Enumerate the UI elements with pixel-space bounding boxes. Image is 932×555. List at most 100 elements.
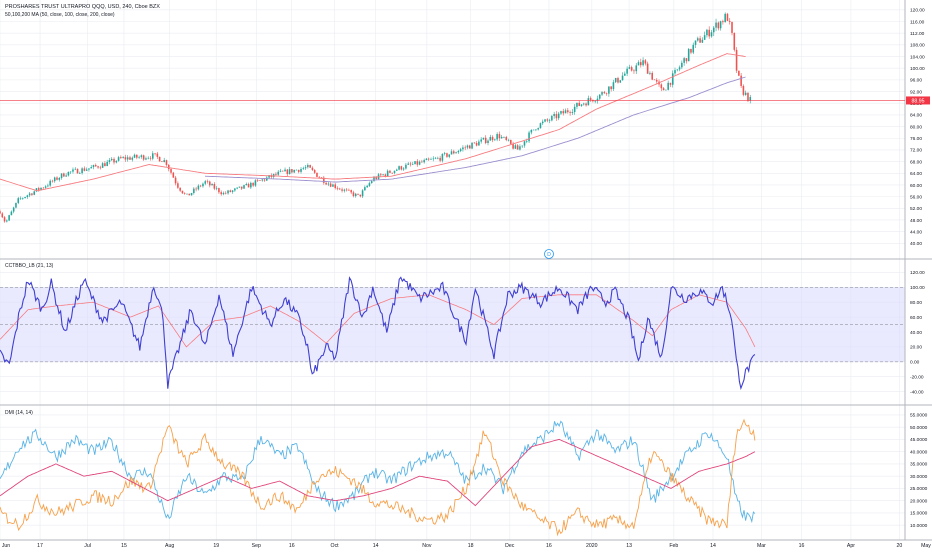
candle-body [350, 190, 352, 193]
candle-body [343, 189, 346, 191]
candle-body [596, 98, 599, 101]
candle-body [313, 169, 316, 173]
y-tick-label: 52.00 [910, 206, 922, 212]
y-tick-label: 92.00 [910, 89, 922, 95]
x-tick-label: Jul [84, 543, 91, 549]
cctbo-legend: CCTBBO_LB (21, 13) [5, 263, 54, 269]
candle-body [19, 198, 22, 199]
candle-body [88, 168, 90, 170]
y-tick-label: 30.0000 [910, 474, 928, 480]
x-tick-label: Jun [2, 543, 10, 549]
candle-body [268, 175, 270, 178]
y-tick-label: 20.00 [910, 345, 922, 351]
candle-body [51, 180, 54, 182]
candle-body [642, 60, 644, 66]
candle-body [35, 188, 38, 192]
cctbo-band [0, 287, 905, 363]
candle-body [247, 183, 250, 188]
candle-body [183, 193, 186, 194]
candle-body [514, 145, 517, 149]
candle-body [589, 98, 592, 100]
candle-body [690, 48, 692, 53]
candle-body [304, 167, 307, 169]
candle-body [712, 27, 715, 33]
candle-body [12, 207, 15, 212]
candle-body [395, 169, 398, 171]
candle-body [124, 157, 127, 160]
candle-body [72, 169, 74, 172]
y-tick-label: 104.00 [910, 54, 925, 60]
candle-body [101, 163, 104, 168]
candle-body [635, 65, 638, 72]
x-tick-label: 16 [546, 543, 552, 549]
candle-body [459, 149, 462, 152]
candle-body [450, 151, 453, 155]
candle-body [63, 173, 65, 177]
candle-body [24, 197, 26, 198]
candle-body [480, 139, 482, 142]
candle-body [423, 160, 425, 163]
y-tick-label: 116.00 [910, 19, 925, 25]
candle-body [108, 160, 111, 162]
candle-body [81, 168, 83, 174]
candle-body [165, 160, 168, 165]
candle-body [733, 32, 736, 50]
candle-body [443, 153, 446, 154]
candle-body [430, 159, 432, 160]
candle-body [407, 163, 409, 165]
candle-body [735, 49, 738, 71]
y-tick-label: 44.00 [910, 229, 922, 235]
candle-body [120, 157, 122, 159]
ma-legend: 50,100,200 MA (50, close, 100, close, 20… [5, 12, 115, 18]
candle-body [323, 177, 325, 183]
candle-body [676, 69, 679, 71]
y-tick-label: -40.00 [910, 389, 924, 395]
candle-body [366, 185, 368, 188]
candle-body [28, 193, 31, 196]
candle-body [147, 157, 150, 159]
candle-body [136, 154, 138, 158]
candle-body [453, 151, 455, 154]
x-tick-label: Aug [165, 543, 174, 549]
candle-body [573, 106, 576, 112]
candle-body [172, 172, 175, 178]
candle-body [97, 166, 99, 168]
candle-body [708, 29, 711, 37]
ma50-line [0, 53, 746, 192]
candle-body [348, 189, 350, 191]
x-tick-label: 16 [289, 543, 295, 549]
y-tick-label: 60.00 [910, 183, 922, 189]
candle-body [238, 186, 241, 188]
candle-body [83, 168, 86, 171]
cctbo-line [0, 276, 756, 391]
candle-body [224, 192, 227, 194]
x-tick-label: May [921, 543, 931, 549]
candle-body [316, 172, 318, 177]
candle-body [523, 141, 526, 146]
candle-body [692, 44, 695, 53]
candle-body [560, 111, 562, 114]
candle-body [44, 186, 47, 188]
candle-body [393, 170, 396, 173]
candle-body [279, 170, 282, 172]
candle-body [400, 166, 403, 170]
candle-body [605, 93, 608, 94]
x-tick-label: Nov [422, 543, 432, 549]
y-tick-label: 50.0000 [910, 425, 928, 431]
candle-body [133, 154, 136, 158]
candle-body [418, 161, 421, 165]
candle-body [699, 38, 701, 43]
candle-body [156, 153, 159, 157]
candle-body [364, 187, 366, 191]
candle-body [562, 111, 565, 114]
event-badge[interactable]: D [544, 249, 554, 259]
candle-body [368, 183, 371, 186]
candle-body [742, 85, 745, 95]
candle-body [701, 39, 704, 43]
y-tick-label: 15.0000 [910, 511, 928, 517]
candle-body [530, 129, 533, 133]
candle-body [738, 70, 740, 76]
candle-body [722, 21, 724, 23]
